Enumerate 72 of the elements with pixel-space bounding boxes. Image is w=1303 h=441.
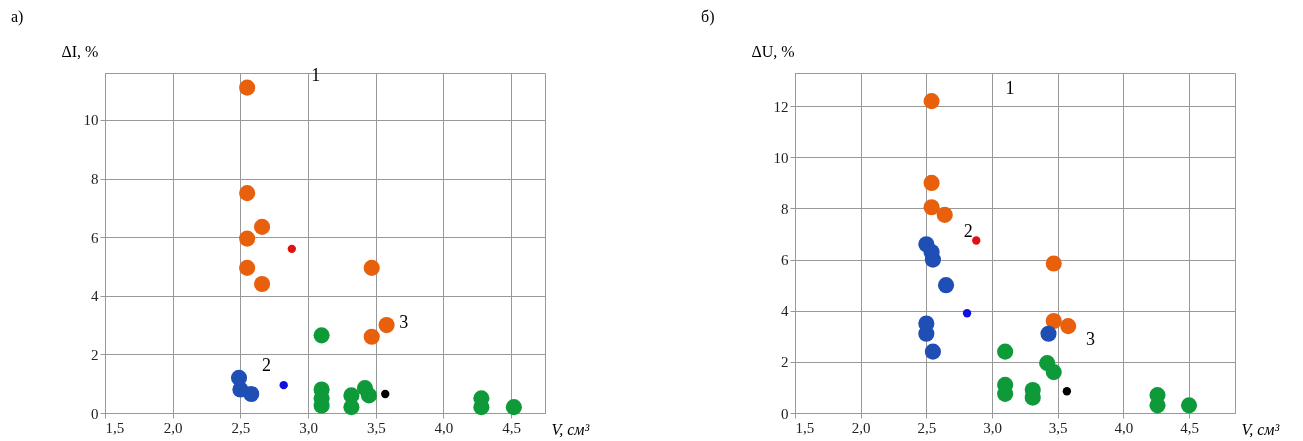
point xyxy=(1045,364,1062,381)
y-tick-label: 4 xyxy=(781,303,789,320)
annotation: 1 xyxy=(311,64,321,85)
point xyxy=(1040,325,1057,342)
y-tick-label: 10 xyxy=(773,149,789,166)
annotation: 1 xyxy=(1005,78,1015,99)
x-axis-title: V, см³ xyxy=(551,420,590,438)
point xyxy=(923,93,940,110)
x-axis-title: V, см³ xyxy=(1241,420,1280,438)
annotation: 2 xyxy=(261,354,271,375)
x-tick-label: 4,0 xyxy=(1114,419,1134,436)
x-tick-label: 4,5 xyxy=(502,419,522,436)
chart-title: б) xyxy=(701,8,715,26)
point xyxy=(936,206,953,223)
point xyxy=(505,399,522,416)
x-tick-label: 3,0 xyxy=(299,419,318,436)
y-tick-label: 2 xyxy=(781,354,789,371)
annotation: 2 xyxy=(963,221,973,242)
x-tick-label: 3,0 xyxy=(983,419,1002,436)
x-tick-label: 2,5 xyxy=(917,419,937,436)
point xyxy=(287,244,297,254)
point xyxy=(279,380,288,390)
point xyxy=(1045,312,1062,330)
point xyxy=(239,230,256,247)
x-tick-label: 1,5 xyxy=(795,419,815,436)
annotation: 3 xyxy=(1086,328,1096,349)
point xyxy=(239,79,256,96)
point xyxy=(923,199,940,216)
y-tick-label: 12 xyxy=(773,98,789,115)
point xyxy=(378,317,395,334)
point xyxy=(243,385,260,402)
x-tick-label: 2,5 xyxy=(231,419,251,436)
y-tick-label: 8 xyxy=(91,171,99,188)
y-axis-title: ΔI, % xyxy=(61,42,99,60)
point xyxy=(1062,387,1072,396)
x-tick-label: 4,5 xyxy=(1180,419,1199,436)
x-tick-label: 1,5 xyxy=(105,419,125,436)
y-tick-label: 10 xyxy=(83,112,99,129)
point xyxy=(997,343,1014,360)
annotation: 3 xyxy=(399,312,409,333)
y-tick-label: 0 xyxy=(91,405,99,422)
point xyxy=(360,387,378,404)
point xyxy=(962,309,972,318)
point xyxy=(363,259,380,276)
point xyxy=(972,236,981,245)
point xyxy=(343,399,360,416)
y-tick-label: 2 xyxy=(91,346,99,363)
y-tick-label: 8 xyxy=(781,200,789,217)
x-tick-label: 3,5 xyxy=(1048,419,1068,436)
x-tick-label: 2,0 xyxy=(163,419,183,436)
point xyxy=(381,389,390,399)
point xyxy=(937,277,955,294)
y-tick-label: 6 xyxy=(91,229,99,246)
chart-title: а) xyxy=(11,8,24,26)
y-axis-title: ΔU, % xyxy=(751,42,795,60)
x-tick-label: 2,0 xyxy=(851,419,871,436)
point xyxy=(1180,397,1198,414)
y-tick-label: 4 xyxy=(91,288,99,305)
point xyxy=(313,327,330,344)
point xyxy=(923,174,940,191)
point xyxy=(253,218,271,235)
point xyxy=(253,275,271,293)
x-tick-label: 3,5 xyxy=(366,419,386,436)
y-tick-label: 0 xyxy=(781,405,789,422)
point xyxy=(363,328,380,345)
y-tick-label: 6 xyxy=(781,252,789,269)
point xyxy=(1060,318,1077,335)
x-tick-label: 4,0 xyxy=(434,419,454,436)
point xyxy=(1045,255,1062,272)
point xyxy=(239,259,256,276)
point xyxy=(924,343,941,360)
point xyxy=(239,185,256,202)
